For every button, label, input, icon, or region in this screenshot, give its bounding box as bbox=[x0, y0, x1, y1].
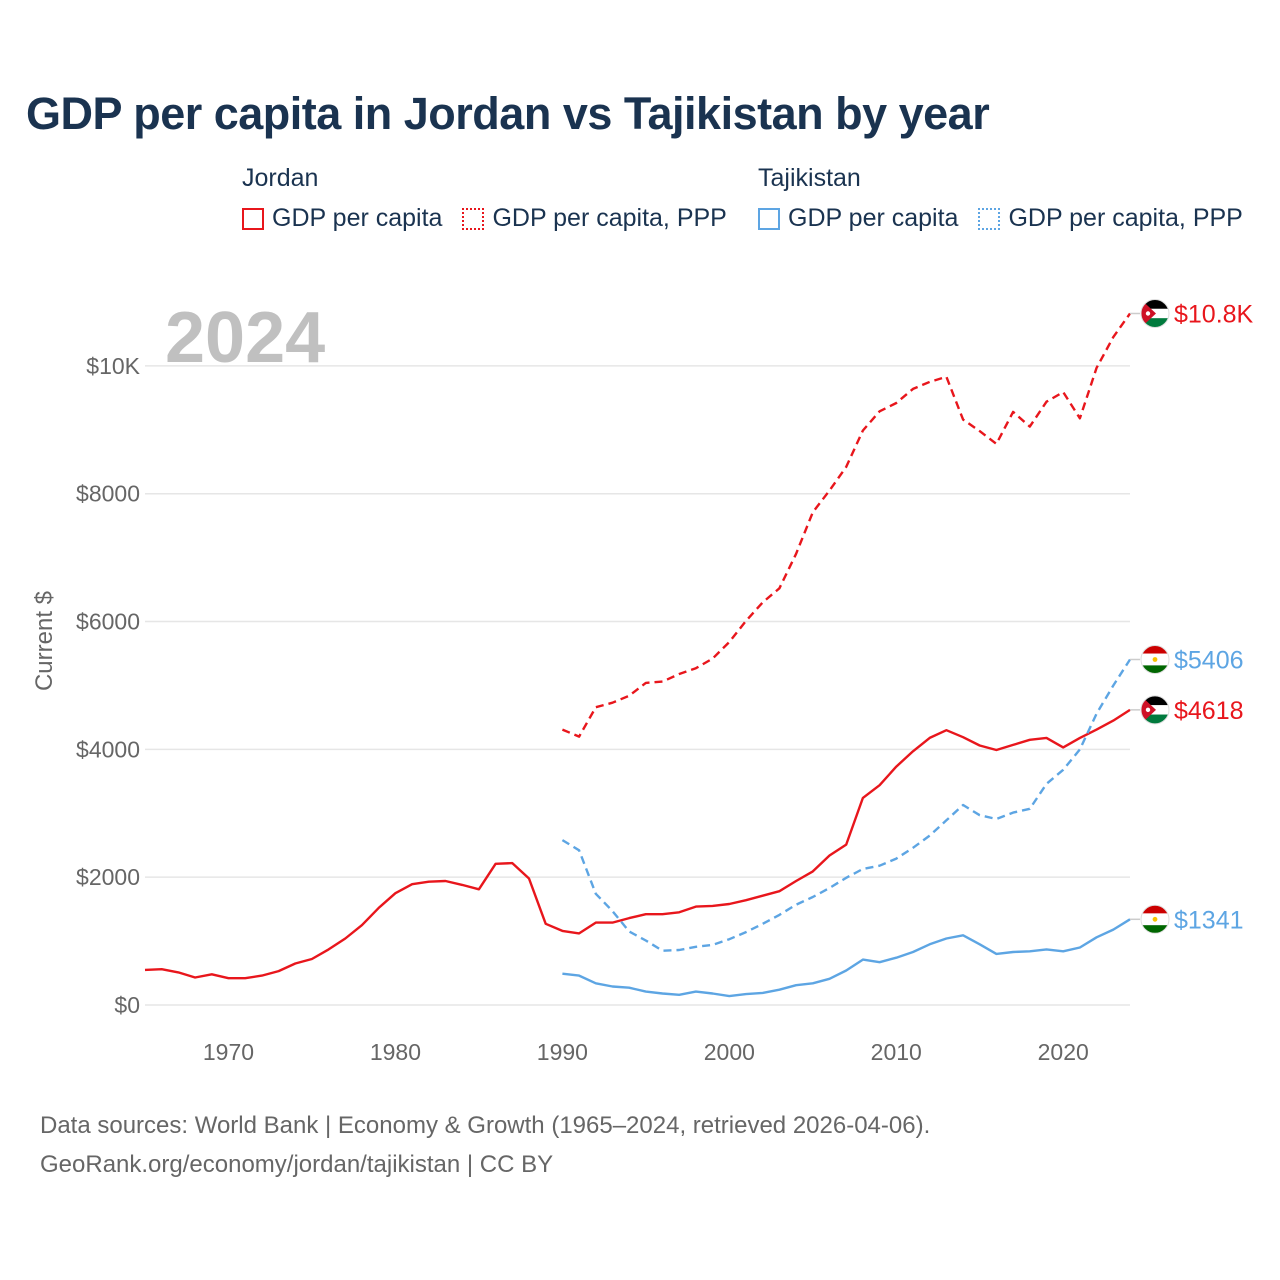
x-tick-label: 1980 bbox=[370, 1039, 421, 1065]
legend-swatch-dotted bbox=[978, 207, 1001, 230]
legend-item-jordan-gdp-ppp[interactable]: GDP per capita, PPP bbox=[462, 204, 727, 233]
legend-label: GDP per capita bbox=[788, 204, 959, 232]
legend-jordan: Jordan GDP per capita GDP per capita, PP… bbox=[242, 162, 727, 233]
x-tick-label: 2010 bbox=[871, 1039, 922, 1065]
footer-link[interactable]: GeoRank.org/economy/jordan/tajikistan | … bbox=[40, 1151, 554, 1178]
y-tick-label: $2000 bbox=[76, 864, 140, 890]
end-value-label: $4618 bbox=[1174, 697, 1244, 725]
end-value-label: $1341 bbox=[1174, 906, 1244, 934]
legend-label: GDP per capita bbox=[272, 204, 443, 232]
year-watermark: 2024 bbox=[165, 298, 325, 378]
legend-label: GDP per capita, PPP bbox=[492, 204, 727, 232]
series-line-jordan[interactable] bbox=[144, 708, 1131, 980]
y-tick-label: $6000 bbox=[76, 609, 140, 635]
jordan-flag-icon bbox=[1140, 299, 1170, 329]
legend-item-jordan-gdp[interactable]: GDP per capita bbox=[242, 204, 442, 233]
tajikistan-flag-icon bbox=[1140, 645, 1170, 675]
legend-tajikistan: Tajikistan GDP per capita GDP per capita… bbox=[758, 162, 1243, 233]
legend-swatch-dotted bbox=[462, 207, 485, 230]
footer-sources: Data sources: World Bank | Economy & Gro… bbox=[40, 1112, 931, 1139]
end-value-label: $10.8K bbox=[1174, 301, 1254, 329]
x-tick-label: 1970 bbox=[203, 1039, 254, 1065]
jordan-flag-icon bbox=[1140, 695, 1170, 725]
legend-swatch-solid bbox=[758, 207, 780, 230]
legend-label: GDP per capita, PPP bbox=[1008, 204, 1243, 232]
x-tick-label: 1990 bbox=[537, 1039, 588, 1065]
series-line-tajikistan-ppp[interactable] bbox=[561, 658, 1132, 952]
legend-swatch-solid bbox=[242, 207, 264, 230]
x-tick-label: 2020 bbox=[1038, 1039, 1089, 1065]
series-line-jordan-ppp[interactable] bbox=[561, 312, 1131, 738]
y-tick-label: $8000 bbox=[76, 481, 140, 507]
legend-country-tajikistan: Tajikistan bbox=[758, 164, 861, 192]
series-line-tajikistan[interactable] bbox=[562, 918, 1131, 998]
x-tick-label: 2000 bbox=[704, 1039, 755, 1065]
tajikistan-flag-icon bbox=[1140, 904, 1170, 934]
legend-country-jordan: Jordan bbox=[242, 164, 319, 192]
y-tick-label: $10K bbox=[86, 353, 140, 379]
y-axis-label: Current $ bbox=[31, 591, 58, 691]
chart-title: GDP per capita in Jordan vs Tajikistan b… bbox=[26, 88, 990, 139]
footer: Data sources: World Bank | Economy & Gro… bbox=[40, 1106, 930, 1184]
end-value-label: $5406 bbox=[1174, 647, 1244, 675]
y-tick-label: $4000 bbox=[76, 736, 140, 762]
line-chart: 2024 Current $ $0 $2000 $4000 $6000 $8000 $10… bbox=[31, 298, 1254, 1065]
y-tick-label: $0 bbox=[114, 992, 140, 1018]
legend-item-tajikistan-gdp-ppp[interactable]: GDP per capita, PPP bbox=[978, 204, 1243, 233]
legend-item-tajikistan-gdp[interactable]: GDP per capita bbox=[758, 204, 958, 233]
